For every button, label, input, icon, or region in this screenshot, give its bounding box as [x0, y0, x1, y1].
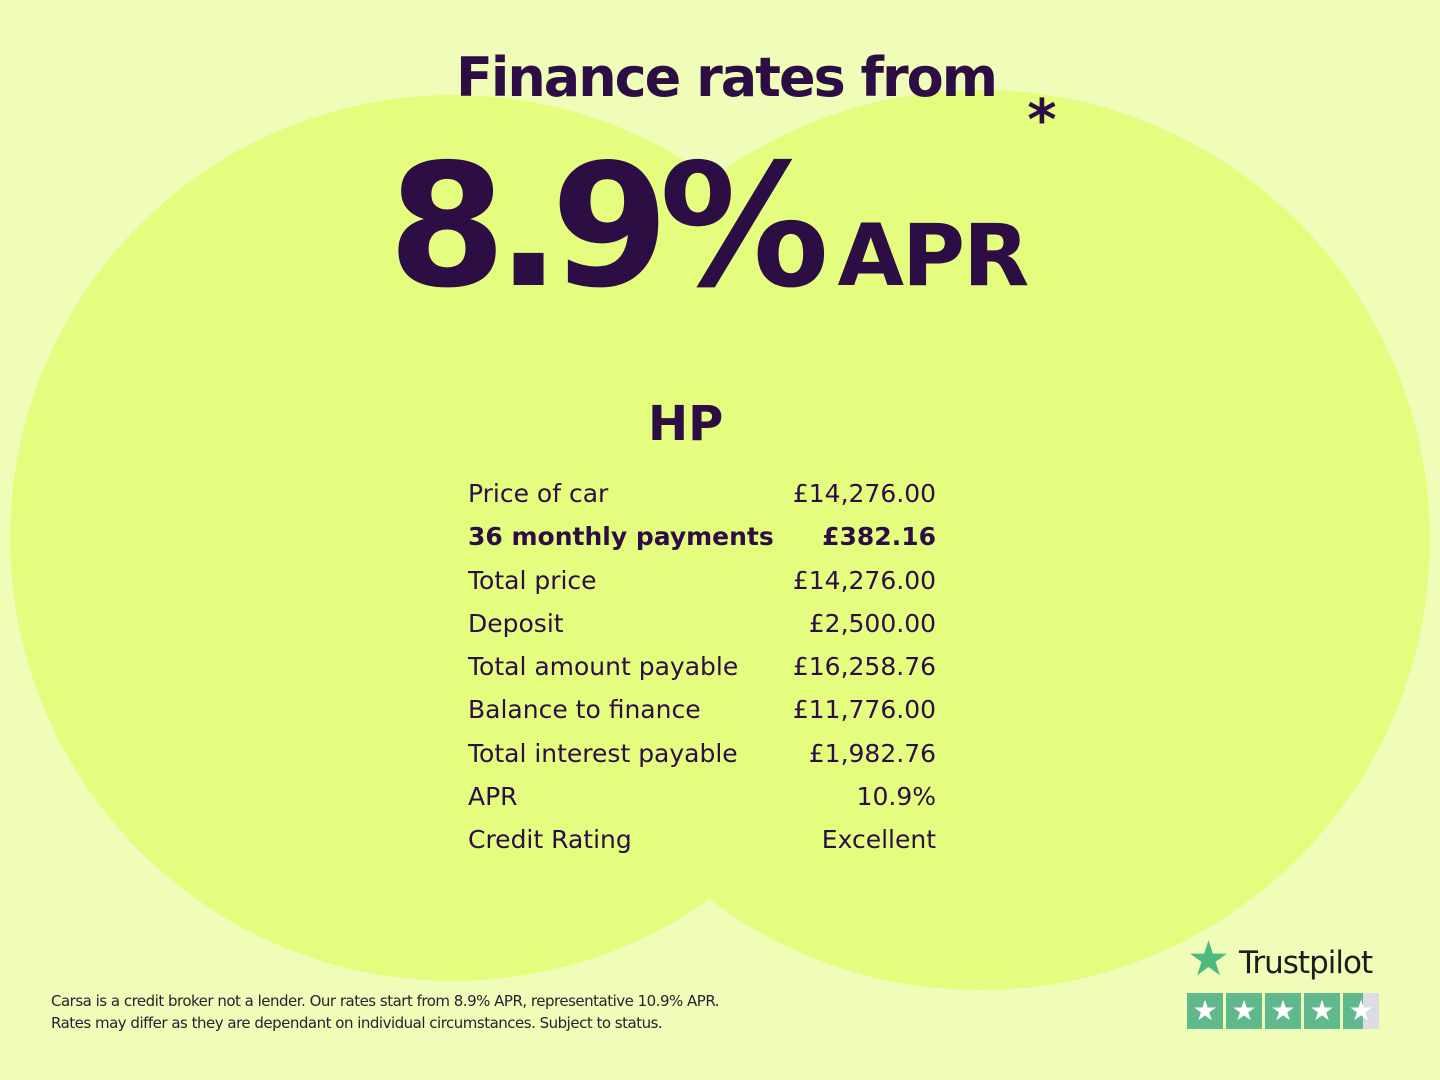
table-row: Price of car £14,276.00 [468, 474, 936, 517]
table-row: Total interest payable £1,982.76 [468, 734, 936, 777]
rate-display: 8.9% APR * [388, 88, 1057, 326]
rate-asterisk: * [1027, 88, 1057, 153]
rating-star-icon: ★ [1304, 993, 1340, 1029]
finance-table: Price of car £14,276.00 36 monthly payment… [468, 474, 936, 864]
table-row: Total price £14,276.00 [468, 561, 936, 604]
trustpilot-star-icon: ★ [1187, 931, 1231, 987]
row-label: Credit Rating [468, 825, 632, 855]
row-value: £11,776.00 [792, 695, 936, 725]
table-row: Deposit £2,500.00 [468, 604, 936, 647]
trustpilot-rating: ★ ★ ★ ★ ★ [1187, 993, 1379, 1029]
disclaimer-line-1: Carsa is a credit broker not a lender. O… [51, 992, 720, 1010]
row-label: Price of car [468, 479, 609, 508]
table-row: Total amount payable £16,258.76 [468, 647, 936, 690]
rating-star-icon: ★ [1226, 993, 1262, 1029]
rating-star-icon: ★ [1265, 993, 1301, 1029]
table-row: Balance to finance £11,776.00 [468, 690, 936, 733]
row-value: £14,276.00 [792, 479, 936, 508]
table-row: APR 10.9% [468, 777, 936, 820]
background-circle-right [530, 90, 1430, 990]
row-value: Excellent [821, 825, 936, 855]
trustpilot-name: Trustpilot [1239, 945, 1373, 981]
rating-star-icon: ★ [1343, 993, 1379, 1029]
row-value: £16,258.76 [792, 652, 936, 682]
row-label: Total interest payable [468, 738, 738, 768]
row-label: APR [468, 782, 518, 812]
row-value: £14,276.00 [792, 565, 936, 595]
row-label: Deposit [468, 608, 564, 638]
row-value: 10.9% [856, 782, 936, 812]
rating-star-icon: ★ [1187, 993, 1223, 1029]
headline: Finance rates from [455, 46, 998, 109]
table-row: Credit Rating Excellent [468, 820, 936, 863]
row-label: Total price [468, 565, 597, 595]
product-heading: HP [648, 396, 724, 452]
disclaimer: Carsa is a credit broker not a lender. O… [51, 990, 720, 1034]
rate-suffix: APR [837, 206, 1029, 306]
row-value: £2,500.00 [808, 608, 936, 638]
row-value: £382.16 [822, 522, 936, 552]
disclaimer-line-2: Rates may differ as they are dependant o… [51, 1014, 663, 1032]
row-label: 36 monthly payments [468, 522, 774, 552]
table-row: 36 monthly payments £382.16 [468, 517, 936, 560]
row-label: Balance to finance [468, 695, 701, 725]
rate-value: 8.9% [388, 128, 829, 326]
row-label: Total amount payable [468, 652, 739, 682]
row-value: £1,982.76 [808, 738, 936, 768]
